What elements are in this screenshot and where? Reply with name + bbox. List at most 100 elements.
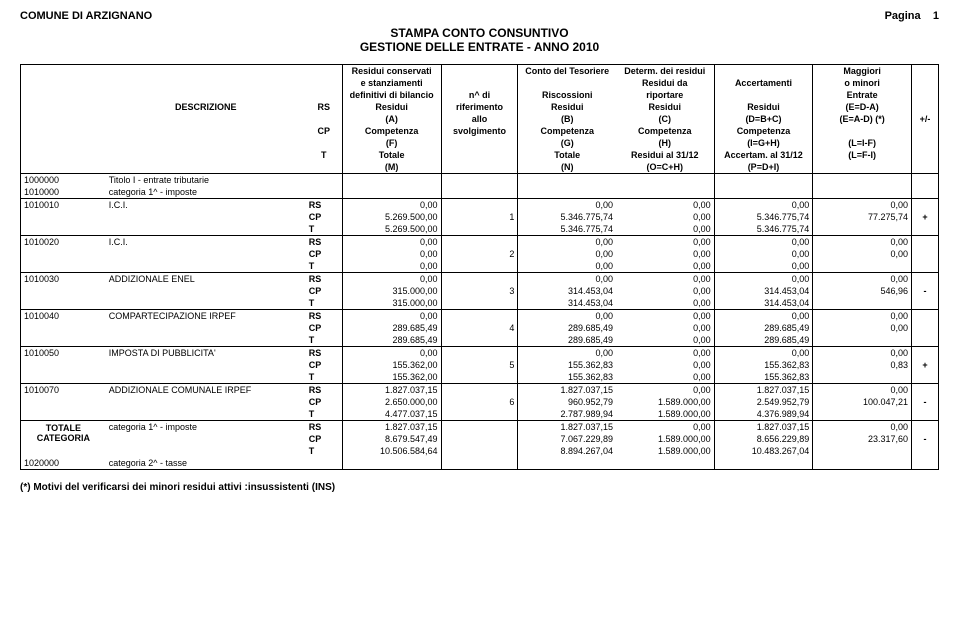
desc-cell: ADDIZIONALE COMUNALE IRPEF <box>106 384 306 397</box>
hdr-c6e: (E=A-D) (*) <box>813 113 912 125</box>
val-cell: 23.317,60 <box>813 433 912 445</box>
val-cell: 0,00 <box>518 248 616 260</box>
val-cell: 155.362,00 <box>342 359 441 371</box>
pagina-label: Pagina <box>885 10 921 22</box>
table-row: 1010000categoria 1^ - imposte <box>21 186 939 199</box>
val-cell: 0,00 <box>616 199 714 212</box>
sign-cell <box>912 371 939 384</box>
n-cell: 3 <box>441 285 518 297</box>
sign-cell <box>912 408 939 421</box>
val-cell: 10.483.267,04 <box>714 445 813 457</box>
val-cell: 0,00 <box>616 384 714 397</box>
rowtype-cell: T <box>306 297 343 310</box>
val-cell: 315.000,00 <box>342 297 441 310</box>
n-cell <box>441 347 518 360</box>
val-cell: 0,00 <box>518 347 616 360</box>
n-cell <box>441 273 518 286</box>
title-1: STAMPA CONTO CONSUNTIVO <box>20 26 939 40</box>
n-cell <box>441 371 518 384</box>
hdr-c4g: (H) <box>616 137 714 149</box>
val-cell: 4.477.037,15 <box>342 408 441 421</box>
val-cell: 0,00 <box>616 285 714 297</box>
val-cell: 155.362,83 <box>518 371 616 384</box>
val-cell: 0,00 <box>616 421 714 434</box>
rowtype-cell: RS <box>306 421 343 434</box>
val-cell: 0,00 <box>342 347 441 360</box>
val-cell: 0,00 <box>714 199 813 212</box>
rowtype-cell: CP <box>306 396 343 408</box>
rowtype-cell: RS <box>306 273 343 286</box>
rowtype-cell: T <box>306 408 343 421</box>
main-table: Residui conservati Conto del Tesoriere D… <box>20 64 939 470</box>
hdr-c4h: Residui al 31/12 <box>616 149 714 161</box>
table-row: T315.000,00314.453,040,00314.453,04 <box>21 297 939 310</box>
val-cell: 155.362,83 <box>518 359 616 371</box>
hdr-c3h: (N) <box>518 161 616 174</box>
val-cell: 5.346.775,74 <box>518 223 616 236</box>
table-row: CP0,0020,000,000,000,00 <box>21 248 939 260</box>
val-cell: 0,83 <box>813 359 912 371</box>
hdr-c3f: (G) <box>518 137 616 149</box>
val-cell: 5.346.775,74 <box>518 211 616 223</box>
table-row: CP5.269.500,0015.346.775,740,005.346.775… <box>21 211 939 223</box>
desc-cell: ADDIZIONALE ENEL <box>106 273 306 286</box>
code-cell: 1010070 <box>21 384 106 397</box>
hdr-c6b: o minori <box>813 77 912 89</box>
val-cell: 0,00 <box>813 273 912 286</box>
val-cell <box>813 297 912 310</box>
sign-cell: - <box>912 396 939 408</box>
val-cell: 0,00 <box>616 223 714 236</box>
val-cell: 0,00 <box>616 310 714 323</box>
hdr-c4a: Determ. dei residui <box>616 65 714 78</box>
table-row: CP8.679.547,497.067.229,891.589.000,008.… <box>21 433 939 445</box>
val-cell: 1.827.037,15 <box>714 421 813 434</box>
desc-cell: I.C.I. <box>106 199 306 212</box>
hdr-c1b: e stanziamenti <box>342 77 441 89</box>
val-cell: 314.453,04 <box>518 297 616 310</box>
sign-cell <box>912 384 939 397</box>
hdr-c4e: (C) <box>616 113 714 125</box>
val-cell <box>813 445 912 457</box>
hdr-c6f: (L=I-F) <box>813 137 912 149</box>
val-cell: 0,00 <box>813 236 912 249</box>
hdr-c5a: Accertamenti <box>714 77 813 89</box>
hdr-c4i: (O=C+H) <box>616 161 714 174</box>
table-row: 1020000categoria 2^ - tasse <box>21 457 939 470</box>
desc-cell: categoria 2^ - tasse <box>106 457 306 470</box>
hdr-c5d: Competenza <box>714 125 813 137</box>
rowtype-cell: CP <box>306 248 343 260</box>
n-cell <box>441 408 518 421</box>
val-cell: 0,00 <box>616 347 714 360</box>
sign-cell <box>912 347 939 360</box>
rowtype-cell: CP <box>306 211 343 223</box>
hdr-c4f: Competenza <box>616 125 714 137</box>
hdr-c3a: Conto del Tesoriere <box>518 65 616 78</box>
hdr-c1g: (F) <box>342 137 441 149</box>
desc-cell: categoria 1^ - imposte <box>106 186 306 199</box>
hdr-cp: CP <box>306 125 343 137</box>
table-row: T10.506.584,648.894.267,041.589.000,0010… <box>21 445 939 457</box>
val-cell: 4.376.989,94 <box>714 408 813 421</box>
val-cell: 0,00 <box>714 260 813 273</box>
hdr-c6d: (E=D-A) <box>813 101 912 113</box>
hdr-c1i: (M) <box>342 161 441 174</box>
table-row: T0,000,000,000,00 <box>21 260 939 273</box>
hdr-c1c: definitivi di bilancio <box>342 89 441 101</box>
hdr-c4d: Residui <box>616 101 714 113</box>
table-row: 1010030ADDIZIONALE ENELRS0,000,000,000,0… <box>21 273 939 286</box>
rowtype-cell: RS <box>306 310 343 323</box>
code-cell: TOTALE CATEGORIA <box>21 421 106 446</box>
sign-cell <box>912 273 939 286</box>
val-cell: 2.549.952,79 <box>714 396 813 408</box>
rowtype-cell: RS <box>306 236 343 249</box>
val-cell: 0,00 <box>342 248 441 260</box>
val-cell: 8.656.229,89 <box>714 433 813 445</box>
n-cell: 1 <box>441 211 518 223</box>
val-cell: 289.685,49 <box>342 334 441 347</box>
table-row: 1010040COMPARTECIPAZIONE IRPEFRS0,000,00… <box>21 310 939 323</box>
val-cell: 0,00 <box>813 248 912 260</box>
table-row: T4.477.037,152.787.989,941.589.000,004.3… <box>21 408 939 421</box>
val-cell: 10.506.584,64 <box>342 445 441 457</box>
hdr-c4b: Residui da <box>616 77 714 89</box>
desc-cell: COMPARTECIPAZIONE IRPEF <box>106 310 306 323</box>
